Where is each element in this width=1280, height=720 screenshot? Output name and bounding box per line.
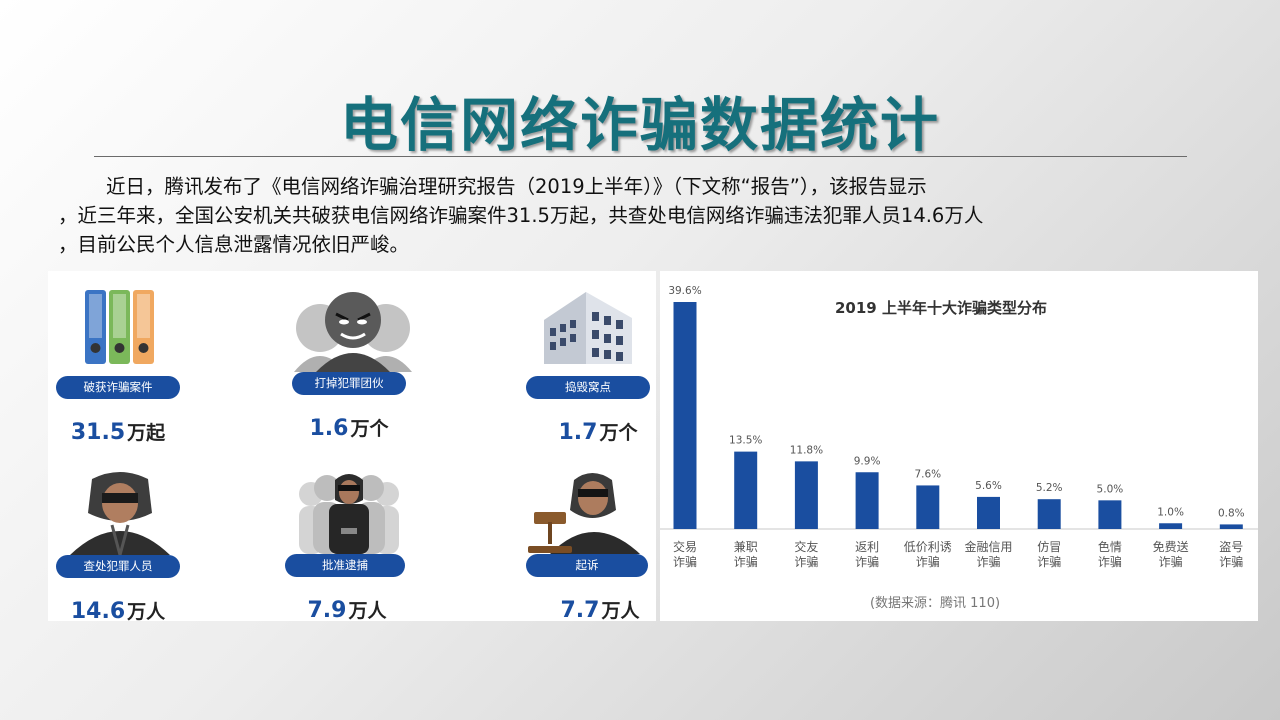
stat-unit: 万个 — [599, 422, 638, 444]
slide-title: 电信网络诈骗数据统计 — [339, 91, 940, 159]
chart-bar — [1219, 524, 1243, 529]
chart-bar — [855, 472, 879, 529]
stat-label-pill: 起诉 — [526, 554, 648, 577]
stat-value-line: 31.5 万起 — [18, 418, 218, 445]
chart-bar — [673, 302, 697, 529]
chart-category-label: 诈骗 — [1037, 554, 1061, 569]
chart-value-label: 13.5% — [729, 435, 762, 447]
chart-bar — [916, 485, 940, 529]
chart-value-label: 0.8% — [1218, 507, 1245, 519]
stat-label-pill: 破获诈骗案件 — [56, 376, 180, 399]
stat-gangs-busted: 打掉犯罪团伙 1.6 万个 — [276, 284, 476, 454]
chart-category-label: 诈骗 — [794, 554, 818, 569]
stat-value-line: 7.7 万人 — [500, 596, 700, 623]
chart-category-label: 诈骗 — [916, 554, 940, 569]
stat-label-pill: 查处犯罪人员 — [56, 555, 180, 578]
chart-bar — [977, 496, 1000, 529]
stat-criminals-investigated: 查处犯罪人员 14.6 万人 — [56, 467, 256, 637]
intro-paragraph: 近日，腾讯发布了《电信网络诈骗治理研究报告（2019上半年）》（下文称“报告”）… — [58, 172, 1198, 259]
binders-icon — [85, 290, 154, 364]
chart-category-label: 低价利诱 — [904, 540, 952, 554]
chart-category-label: 盗号 — [1219, 539, 1243, 554]
fraud-type-bar-chart: 2019 上半年十大诈骗类型分布 39.6%交易诈骗13.5%兼职诈骗11.8%… — [660, 285, 1258, 611]
stat-unit: 万个 — [350, 418, 389, 440]
handcuffed-person-icon — [299, 474, 399, 554]
stat-unit: 万人 — [348, 600, 387, 622]
stat-value-line: 7.9 万人 — [247, 596, 447, 623]
chart-value-label: 11.8% — [790, 444, 823, 456]
intro-line: ，目前公民个人信息泄露情况依旧严峻。 — [58, 233, 410, 256]
stats-panel: 破获诈骗案件 31.5 万起 打掉犯罪团伙 1.6 万个 — [48, 271, 656, 624]
stat-value-line: 1.7 万个 — [498, 418, 698, 445]
chart-bar — [1159, 523, 1183, 529]
chart-value-label: 5.6% — [975, 480, 1002, 492]
stat-prosecutions: 起诉 7.7 万人 — [526, 466, 726, 636]
stat-cases-solved: 破获诈骗案件 31.5 万起 — [56, 288, 256, 458]
chart-category-label: 兼职 — [734, 540, 758, 554]
chart-category-label: 交友 — [794, 539, 818, 554]
gavel-person-icon — [528, 473, 640, 554]
hooded-person-icon — [70, 472, 170, 555]
stat-label-pill: 捣毁窝点 — [526, 376, 650, 399]
gang-icon — [294, 292, 412, 372]
intro-line: 近日，腾讯发布了《电信网络诈骗治理研究报告（2019上半年）》（下文称“报告”）… — [106, 175, 927, 198]
chart-category-label: 免费送 — [1153, 539, 1189, 554]
chart-category-label: 诈骗 — [673, 554, 697, 569]
stat-value: 1.7 — [558, 420, 598, 445]
stat-value: 7.9 — [307, 598, 347, 623]
title-divider — [94, 156, 1187, 157]
stat-arrests-approved: 批准逮捕 7.9 万人 — [285, 466, 485, 636]
stat-value-line: 1.6 万个 — [249, 414, 449, 441]
chart-value-label: 39.6% — [668, 285, 701, 297]
stat-unit: 万人 — [127, 601, 166, 623]
chart-bar — [1037, 499, 1061, 529]
chart-value-label: 5.2% — [1036, 482, 1063, 494]
chart-category-label: 诈骗 — [976, 554, 1000, 569]
chart-bar — [1098, 500, 1122, 529]
stat-label-pill: 批准逮捕 — [285, 554, 405, 577]
chart-value-label: 9.9% — [854, 455, 881, 467]
stat-label-pill: 打掉犯罪团伙 — [292, 372, 406, 395]
stat-value: 31.5 — [70, 420, 126, 445]
chart-value-label: 7.6% — [914, 468, 941, 480]
building-icon — [544, 292, 632, 364]
stat-unit: 万人 — [601, 600, 640, 622]
chart-value-label: 5.0% — [1097, 483, 1124, 495]
chart-category-label: 诈骗 — [734, 554, 758, 569]
chart-title: 2019 上半年十大诈骗类型分布 — [835, 299, 1047, 317]
stat-dens-destroyed: 捣毁窝点 1.7 万个 — [526, 288, 726, 458]
chart-bar — [794, 461, 818, 529]
chart-source: (数据来源：腾讯 110) — [870, 595, 1000, 611]
stat-value: 14.6 — [70, 599, 126, 624]
chart-category-label: 色情 — [1098, 540, 1122, 554]
chart-category-label: 金融信用 — [964, 539, 1012, 554]
chart-category-label: 诈骗 — [1219, 554, 1243, 569]
chart-bar — [734, 451, 758, 529]
stat-value-line: 14.6 万人 — [18, 597, 218, 624]
chart-category-label: 交易 — [673, 539, 697, 554]
stat-unit: 万起 — [127, 422, 166, 444]
chart-category-label: 诈骗 — [855, 554, 879, 569]
stat-value: 1.6 — [309, 416, 349, 441]
chart-category-label: 返利 — [855, 540, 879, 554]
intro-line: ，近三年来，全国公安机关共破获电信网络诈骗案件31.5万起，共查处电信网络诈骗违… — [58, 204, 984, 227]
chart-panel: 2019 上半年十大诈骗类型分布 39.6% 交易 诈骗 13.5% 兼职 诈骗 11.8%… — [660, 271, 1258, 621]
stat-value: 7.7 — [560, 598, 600, 623]
chart-category-label: 仿冒 — [1037, 540, 1061, 554]
chart-value-label: 1.0% — [1157, 506, 1184, 518]
chart-category-label: 诈骗 — [1159, 554, 1183, 569]
chart-category-label: 诈骗 — [1098, 554, 1122, 569]
